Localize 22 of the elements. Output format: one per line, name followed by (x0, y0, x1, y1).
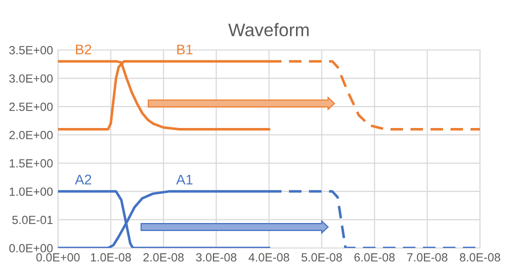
x-tick-label: 5.0E-08 (302, 253, 342, 262)
x-tick-label: 8.0E-08 (460, 253, 500, 262)
x-tick-label: 0.0E+00 (36, 253, 80, 262)
y-tick-label: 3.5E+00 (9, 46, 53, 54)
series-label: A2 (74, 174, 92, 184)
x-tick-label: 2.0E-08 (143, 253, 184, 262)
x-tick-label: 1.0E-08 (90, 253, 131, 262)
x-tick-label: 7.0E-08 (407, 253, 448, 262)
x-tick-label: 3.0E-08 (196, 253, 236, 262)
y-tick-label: 1.5E+00 (10, 159, 53, 168)
y-tick-label: 2.0E+00 (9, 130, 53, 140)
x-tick-label: 4.0E-08 (248, 253, 290, 262)
y-tick-label: 2.5E+00 (9, 102, 53, 111)
chart-title: Waveform (228, 23, 309, 36)
x-tick-label: 6.0E-08 (354, 253, 395, 262)
y-tick-label: 0.0E+00 (9, 244, 53, 252)
series-label: B1 (177, 44, 192, 54)
series-label: A1 (176, 174, 192, 184)
series-label: B2 (76, 44, 92, 54)
y-tick-label: 3.0E+00 (9, 74, 53, 83)
y-tick-label: 5.0E-01 (12, 216, 53, 224)
y-tick-label: 1.0E+00 (10, 187, 53, 196)
